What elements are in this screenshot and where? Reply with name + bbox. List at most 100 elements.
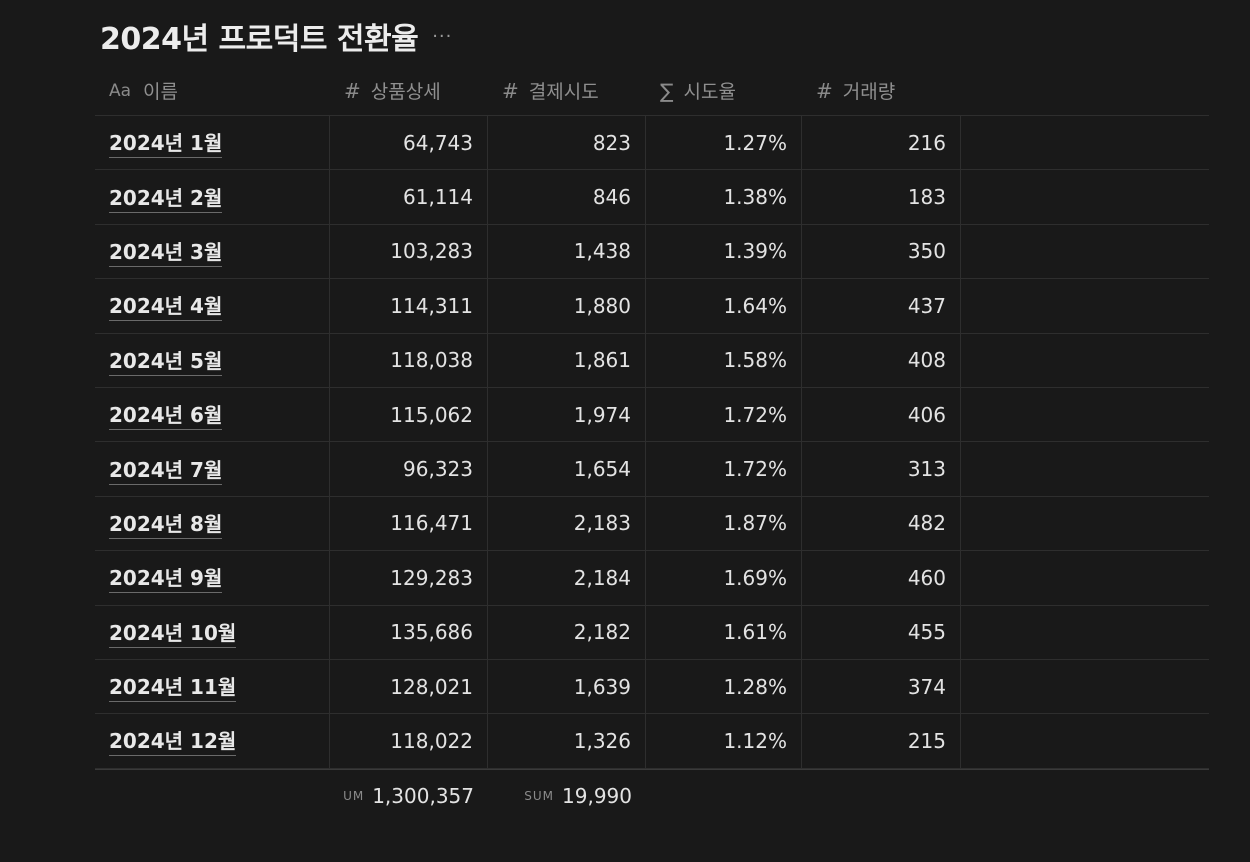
table-row[interactable]: 2024년 11월 128,021 1,639 1.28% 374	[95, 659, 1209, 715]
footer-rate-cell[interactable]	[646, 770, 802, 823]
attempt-cell[interactable]: 1,326	[488, 714, 646, 768]
attempt-cell[interactable]: 846	[488, 170, 646, 224]
detail-cell[interactable]: 118,038	[330, 333, 488, 387]
volume-cell[interactable]: 215	[802, 714, 961, 768]
name-cell[interactable]: 2024년 9월	[95, 551, 330, 605]
name-cell[interactable]: 2024년 5월	[95, 333, 330, 387]
name-cell[interactable]: 2024년 6월	[95, 387, 330, 442]
name-cell[interactable]: 2024년 10월	[95, 605, 330, 659]
detail-cell[interactable]: 116,471	[330, 496, 488, 551]
table-row[interactable]: 2024년 5월 118,038 1,861 1.58% 408	[95, 333, 1209, 388]
footer-name-cell[interactable]	[95, 770, 330, 823]
detail-cell[interactable]: 128,021	[330, 659, 488, 714]
table-row[interactable]: 2024년 10월 135,686 2,182 1.61% 455	[95, 605, 1209, 660]
row-title-link[interactable]: 2024년 7월	[109, 454, 223, 485]
name-cell[interactable]: 2024년 12월	[95, 714, 330, 768]
rate-cell[interactable]: 1.39%	[646, 224, 802, 279]
table-row[interactable]: 2024년 8월 116,471 2,183 1.87% 482	[95, 496, 1209, 552]
volume-cell[interactable]: 482	[802, 496, 961, 551]
detail-cell[interactable]: 64,743	[330, 116, 488, 170]
table-row[interactable]: 2024년 4월 114,311 1,880 1.64% 437	[95, 279, 1209, 334]
name-cell[interactable]: 2024년 1월	[95, 116, 330, 170]
column-header-detail[interactable]: # 상품상세	[330, 66, 488, 115]
volume-cell[interactable]: 406	[802, 387, 961, 442]
attempt-cell[interactable]: 1,438	[488, 224, 646, 279]
row-title-link[interactable]: 2024년 4월	[109, 290, 223, 322]
rate-cell[interactable]: 1.69%	[646, 551, 802, 605]
sum-value: 19,990	[562, 784, 632, 809]
attempt-cell[interactable]: 2,183	[488, 496, 646, 551]
volume-cell[interactable]: 183	[802, 170, 961, 224]
rate-cell[interactable]: 1.61%	[646, 605, 802, 659]
rate-cell[interactable]: 1.38%	[646, 170, 802, 224]
table-row[interactable]: 2024년 9월 129,283 2,184 1.69% 460	[95, 551, 1209, 606]
detail-cell[interactable]: 114,311	[330, 279, 488, 333]
volume-cell[interactable]: 374	[802, 659, 961, 714]
detail-cell[interactable]: 96,323	[330, 442, 488, 496]
row-title-link[interactable]: 2024년 5월	[109, 345, 223, 376]
volume-cell[interactable]: 437	[802, 279, 961, 333]
detail-cell[interactable]: 129,283	[330, 551, 488, 605]
rate-cell[interactable]: 1.12%	[646, 714, 802, 768]
attempt-cell[interactable]: 823	[488, 116, 646, 170]
attempt-cell[interactable]: 1,639	[488, 659, 646, 714]
volume-cell[interactable]: 216	[802, 116, 961, 170]
footer-volume-cell[interactable]	[802, 770, 961, 823]
row-title-link[interactable]: 2024년 10월	[109, 617, 237, 648]
rate-cell[interactable]: 1.58%	[646, 333, 802, 387]
rate-cell[interactable]: 1.72%	[646, 387, 802, 442]
table-row[interactable]: 2024년 7월 96,323 1,654 1.72% 313	[95, 442, 1209, 497]
volume-cell[interactable]: 455	[802, 605, 961, 659]
attempt-cell[interactable]: 1,654	[488, 442, 646, 496]
rate-cell[interactable]: 1.87%	[646, 496, 802, 551]
volume-cell-value: 408	[907, 348, 946, 373]
row-title-link[interactable]: 2024년 9월	[109, 562, 223, 594]
attempt-cell[interactable]: 2,184	[488, 551, 646, 605]
rate-cell[interactable]: 1.72%	[646, 442, 802, 496]
volume-cell[interactable]: 350	[802, 224, 961, 279]
row-title-link[interactable]: 2024년 6월	[109, 399, 223, 431]
row-title-link[interactable]: 2024년 12월	[109, 725, 237, 757]
detail-cell[interactable]: 61,114	[330, 170, 488, 224]
attempt-cell[interactable]: 1,880	[488, 279, 646, 333]
volume-cell[interactable]: 313	[802, 442, 961, 496]
table-row[interactable]: 2024년 3월 103,283 1,438 1.39% 350	[95, 224, 1209, 280]
rate-cell-value: 1.39%	[723, 239, 787, 264]
footer-attempt-sum[interactable]: SUM 19,990	[488, 770, 646, 823]
row-title-link[interactable]: 2024년 8월	[109, 508, 223, 539]
column-header-attempt[interactable]: # 결제시도	[488, 66, 646, 115]
table-row[interactable]: 2024년 6월 115,062 1,974 1.72% 406	[95, 387, 1209, 443]
footer-detail-sum[interactable]: UM 1,300,357	[330, 770, 488, 823]
volume-cell[interactable]: 460	[802, 551, 961, 605]
rate-cell[interactable]: 1.64%	[646, 279, 802, 333]
attempt-cell[interactable]: 2,182	[488, 605, 646, 659]
name-cell[interactable]: 2024년 2월	[95, 170, 330, 224]
detail-cell[interactable]: 118,022	[330, 714, 488, 768]
attempt-cell[interactable]: 1,861	[488, 333, 646, 387]
rate-cell[interactable]: 1.28%	[646, 659, 802, 714]
detail-cell[interactable]: 103,283	[330, 224, 488, 279]
name-cell[interactable]: 2024년 11월	[95, 659, 330, 714]
column-header-volume[interactable]: # 거래량	[802, 66, 961, 115]
rate-cell[interactable]: 1.27%	[646, 116, 802, 170]
name-cell[interactable]: 2024년 3월	[95, 224, 330, 279]
table-row[interactable]: 2024년 1월 64,743 823 1.27% 216	[95, 116, 1209, 171]
name-cell[interactable]: 2024년 7월	[95, 442, 330, 496]
volume-cell[interactable]: 408	[802, 333, 961, 387]
detail-cell[interactable]: 115,062	[330, 387, 488, 442]
attempt-cell[interactable]: 1,974	[488, 387, 646, 442]
name-cell[interactable]: 2024년 8월	[95, 496, 330, 551]
row-title-link[interactable]: 2024년 11월	[109, 671, 237, 703]
row-title-link[interactable]: 2024년 1월	[109, 127, 223, 159]
row-title-link[interactable]: 2024년 2월	[109, 182, 223, 213]
more-options-icon[interactable]: ···	[432, 25, 453, 47]
column-header-name[interactable]: Aa 이름	[95, 66, 330, 115]
table-row[interactable]: 2024년 2월 61,114 846 1.38% 183	[95, 170, 1209, 225]
table-row[interactable]: 2024년 12월 118,022 1,326 1.12% 215	[95, 714, 1209, 769]
page-title[interactable]: 2024년 프로덕트 전환율	[100, 22, 419, 57]
detail-cell[interactable]: 135,686	[330, 605, 488, 659]
row-title-link[interactable]: 2024년 3월	[109, 236, 223, 267]
database-table: Aa 이름 # 상품상세 # 결제시도 ∑ 시도율 # 거래량 2024년 1월…	[95, 66, 1209, 823]
column-header-rate[interactable]: ∑ 시도율	[646, 66, 802, 115]
name-cell[interactable]: 2024년 4월	[95, 279, 330, 333]
